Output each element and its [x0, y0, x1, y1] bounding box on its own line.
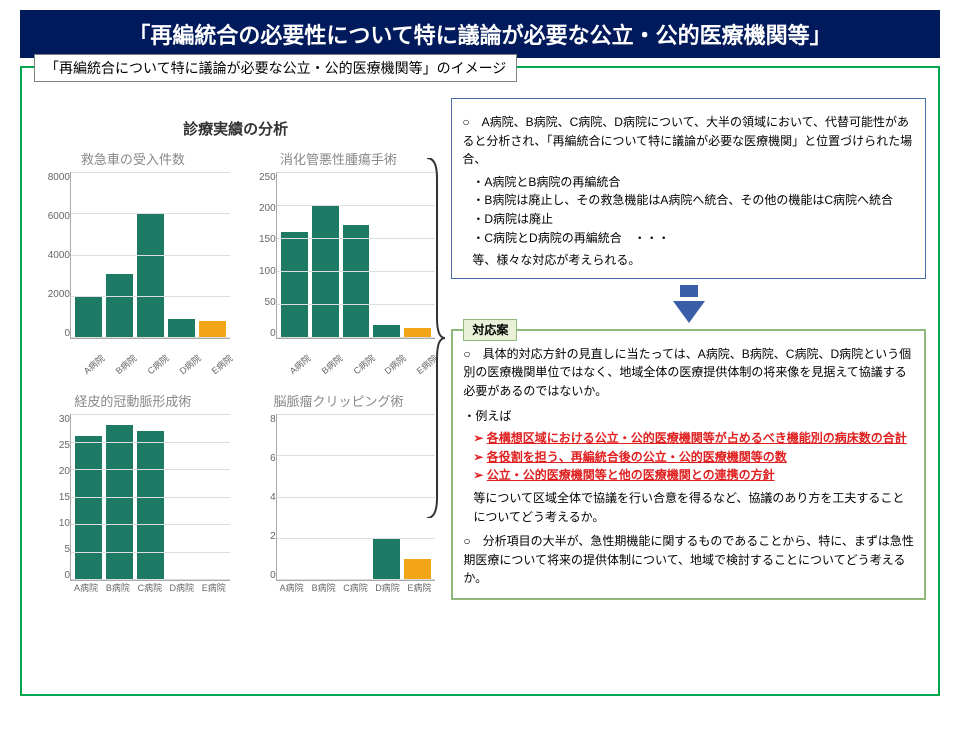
page-title: 「再編統合の必要性について特に議論が必要な公立・公的医療機関等」 — [20, 10, 940, 58]
response-label: 対応案 — [463, 319, 517, 342]
chart-bar — [312, 205, 339, 338]
chart-bar — [281, 232, 308, 338]
chart-bar — [137, 214, 164, 339]
red-bullet: 各役割を担う、再編統合後の公立・公的医療機関等の数 — [473, 448, 914, 467]
plot-area — [70, 172, 230, 339]
chart: 救急車の受入件数 80006000400020000A病院B病院C病院D病院E病院 — [36, 149, 230, 367]
chart-bar — [373, 539, 400, 581]
red-item-list: 各構想区域における公立・公的医療機関等が占めるべき機能別の病床数の合計各役割を担… — [473, 429, 914, 485]
x-axis: A病院B病院C病院D病院E病院 — [70, 581, 230, 609]
x-axis: A病院B病院C病院D病院E病院 — [276, 339, 436, 367]
info-intro: A病院、B病院、C病院、D病院について、大半の領域において、代替可能性があると分… — [462, 113, 915, 169]
info-outro: 等、様々な対応が考えられる。 — [472, 251, 915, 270]
charts-grid: 救急車の受入件数80006000400020000A病院B病院C病院D病院E病院… — [36, 149, 435, 609]
chart-title: 消化管悪性腫瘍手術 — [242, 149, 436, 168]
chart-bar — [373, 325, 400, 338]
chart-bar — [343, 225, 370, 338]
info-item: C病院とD病院の再編統合 ・・・ — [472, 229, 915, 248]
arrow-down-icon — [451, 285, 926, 323]
response-para1: 具体的対応方針の見直しに当たっては、A病院、B病院、C病院、D病院という個別の医… — [463, 345, 914, 401]
chart-bar — [404, 559, 431, 580]
y-axis: 86420 — [242, 414, 276, 609]
plot-area — [70, 414, 230, 581]
plot-area — [276, 414, 436, 581]
chart-bar — [75, 297, 102, 339]
red-bullet: 各構想区域における公立・公的医療機関等が占めるべき機能別の病床数の合計 — [473, 429, 914, 448]
analysis-title: 診療実績の分析 — [36, 118, 435, 139]
response-para2-tail: 等について区域全体で協議を行い合意を得るなど、協議のあり方を工夫することについて… — [473, 489, 914, 526]
chart-bar — [106, 274, 133, 338]
info-item-list: A病院とB病院の再編統合B病院は廃止し、その救急機能はA病院へ統合、その他の機能… — [472, 173, 915, 247]
chart-title: 脳脈瘤クリッピング術 — [242, 391, 436, 410]
chart-bar — [137, 431, 164, 580]
right-panel: A病院、B病院、C病院、D病院について、大半の領域において、代替可能性があると分… — [443, 68, 938, 694]
chart: 脳脈瘤クリッピング術 86420A病院B病院C病院D病院E病院 — [242, 391, 436, 609]
red-bullet: 公立・公的医療機関等と他の医療機関との連携の方針 — [473, 466, 914, 485]
y-axis: 250200150100500 — [242, 172, 276, 367]
chart-bar — [106, 425, 133, 580]
info-item: B病院は廃止し、その救急機能はA病院へ統合、その他の機能はC病院へ統合 — [472, 191, 915, 210]
chart-bar — [75, 436, 102, 580]
brace-icon — [425, 158, 445, 518]
chart-bar — [168, 319, 195, 338]
response-para3: 分析項目の大半が、急性期機能に関するものであることから、特に、まずは急性期医療に… — [463, 532, 914, 588]
y-axis: 80006000400020000 — [36, 172, 70, 367]
plot-area — [276, 172, 436, 339]
chart: 経皮的冠動脈形成術 302520151050A病院B病院C病院D病院E病院 — [36, 391, 230, 609]
y-axis: 302520151050 — [36, 414, 70, 609]
x-axis: A病院B病院C病院D病院E病院 — [70, 339, 230, 367]
chart: 消化管悪性腫瘍手術 250200150100500A病院B病院C病院D病院E病院 — [242, 149, 436, 367]
left-panel: 診療実績の分析 救急車の受入件数80006000400020000A病院B病院C… — [22, 68, 443, 694]
chart-title: 経皮的冠動脈形成術 — [36, 391, 230, 410]
outer-frame: 「再編統合について特に議論が必要な公立・公的医療機関等」のイメージ 診療実績の分… — [20, 66, 940, 696]
info-box: A病院、B病院、C病院、D病院について、大半の領域において、代替可能性があると分… — [451, 98, 926, 279]
response-box: 対応案 具体的対応方針の見直しに当たっては、A病院、B病院、C病院、D病院という… — [451, 329, 926, 600]
chart-bar — [199, 321, 226, 338]
example-lead: ・例えば — [463, 407, 914, 426]
chart-title: 救急車の受入件数 — [36, 149, 230, 168]
info-item: D病院は廃止 — [472, 210, 915, 229]
x-axis: A病院B病院C病院D病院E病院 — [276, 581, 436, 609]
info-item: A病院とB病院の再編統合 — [472, 173, 915, 192]
